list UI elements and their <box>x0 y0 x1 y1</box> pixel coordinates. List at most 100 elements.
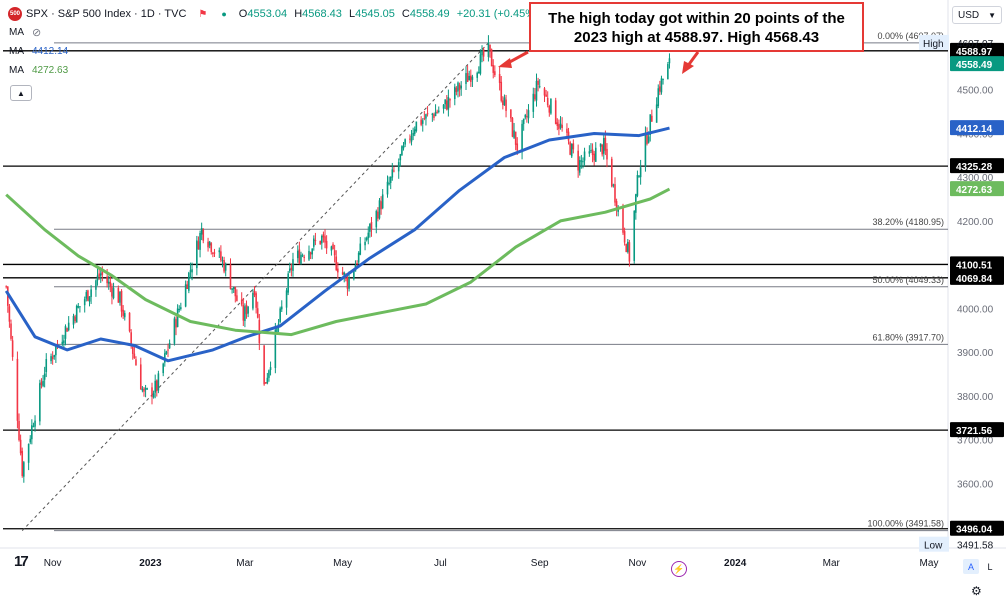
candle-body <box>426 113 429 115</box>
fib-level-label: 38.20% (4180.95) <box>872 217 944 227</box>
candle-body <box>29 438 32 443</box>
candle-body <box>280 306 283 310</box>
candle-body <box>112 288 115 299</box>
callout-line-1: The high today got within 20 points of t… <box>548 10 845 27</box>
candle-body <box>45 358 48 373</box>
candle-body <box>649 114 652 135</box>
candle-body <box>5 286 8 288</box>
candle-body <box>212 252 214 254</box>
candle-body <box>492 65 495 73</box>
candle-body <box>173 318 176 344</box>
candle-body <box>445 100 448 110</box>
candle-body <box>615 201 618 211</box>
candle-body <box>391 169 394 178</box>
candle-body <box>470 75 472 82</box>
auto-scale-button[interactable]: A <box>963 559 979 574</box>
ma-legend-long[interactable]: MA 4272.63 <box>9 65 69 76</box>
candle-body <box>433 114 435 118</box>
candle-body <box>582 161 584 163</box>
candle-body <box>311 248 314 255</box>
candle-body <box>298 249 301 264</box>
candle-body <box>101 271 104 275</box>
news-event-icon[interactable]: ⚡ <box>671 561 687 577</box>
candle-body <box>614 184 616 203</box>
candle-body <box>434 111 437 117</box>
fib-trend-line <box>21 42 489 532</box>
candle-body <box>365 237 368 241</box>
candle-body <box>321 236 323 244</box>
candle-body <box>213 252 216 254</box>
candle-body <box>524 115 527 118</box>
candle-body <box>53 354 56 357</box>
candle-body <box>196 240 198 269</box>
indicator-toggle-row[interactable]: MA ⊘ <box>9 26 41 39</box>
log-scale-button[interactable]: L <box>987 561 993 572</box>
candle-body <box>43 373 46 380</box>
annotation-callout: The high today got within 20 points of t… <box>529 2 864 52</box>
candle-body <box>231 288 233 291</box>
candle-body <box>277 323 280 327</box>
price-axis-background <box>948 0 1006 610</box>
candle-body <box>335 256 338 271</box>
candle-body <box>191 269 193 273</box>
candle-body <box>593 153 595 161</box>
tradingview-logo[interactable]: 17 <box>14 553 29 570</box>
y-tick-label: 4200.00 <box>957 217 994 228</box>
candle-body <box>202 229 205 241</box>
candle-body <box>583 151 586 161</box>
fib-level-label: 100.00% (3491.58) <box>867 519 944 529</box>
candle-body <box>236 295 238 301</box>
flag-icon[interactable]: ⚑ <box>198 8 208 20</box>
candle-body <box>550 98 552 114</box>
candle-body <box>527 110 530 119</box>
ma-legend-short[interactable]: MA 4412.14 <box>9 46 69 57</box>
candle-body <box>412 132 414 136</box>
candle-body <box>154 380 156 393</box>
candle-body <box>381 194 384 209</box>
candle-body <box>162 363 165 374</box>
candle-body <box>348 277 350 289</box>
candle-body <box>130 332 132 345</box>
candle-body <box>537 80 539 85</box>
candle-body <box>122 309 124 316</box>
candle-body <box>61 341 64 345</box>
candle-body <box>269 367 272 370</box>
symbol-title[interactable]: SPX · S&P 500 Index · 1D · TVC <box>26 8 187 20</box>
candle-body <box>601 144 603 155</box>
currency-select[interactable]: USD ▼ <box>952 6 1002 24</box>
candle-body <box>288 268 291 272</box>
candle-body <box>223 260 225 272</box>
candle-body <box>606 148 608 160</box>
candle-body <box>151 387 153 397</box>
candle-body <box>481 50 483 56</box>
candle-body <box>152 393 155 398</box>
candle-body <box>548 105 551 113</box>
candle-body <box>346 277 349 289</box>
candle-body <box>301 255 304 257</box>
x-tick-label: Jul <box>434 558 447 569</box>
hide-eye-icon[interactable]: ⊘ <box>32 27 42 39</box>
candle-body <box>95 280 97 290</box>
candle-body <box>247 306 249 314</box>
candle-body <box>453 86 456 100</box>
candle-body <box>455 87 458 92</box>
candle-body <box>290 267 293 271</box>
collapse-legend-button[interactable]: ▲ <box>10 85 32 101</box>
candle-body <box>324 236 326 243</box>
high-value: 4607.07 <box>957 39 994 50</box>
candle-body <box>165 351 168 354</box>
candle-body <box>516 143 519 151</box>
candle-body <box>63 340 65 344</box>
candle-body <box>604 137 607 151</box>
candle-body <box>240 299 243 305</box>
candle-body <box>292 259 294 271</box>
settings-gear-icon[interactable]: ⚙ <box>971 584 982 598</box>
candle-body <box>224 264 227 271</box>
candle-body <box>410 136 413 142</box>
ma-line-0 <box>4 126 670 363</box>
ma-short-value: 4412.14 <box>32 46 69 57</box>
x-tick-label: 2024 <box>724 558 747 569</box>
ma-long-price-label: 4272.63 <box>956 185 993 196</box>
candle-body <box>263 345 265 385</box>
